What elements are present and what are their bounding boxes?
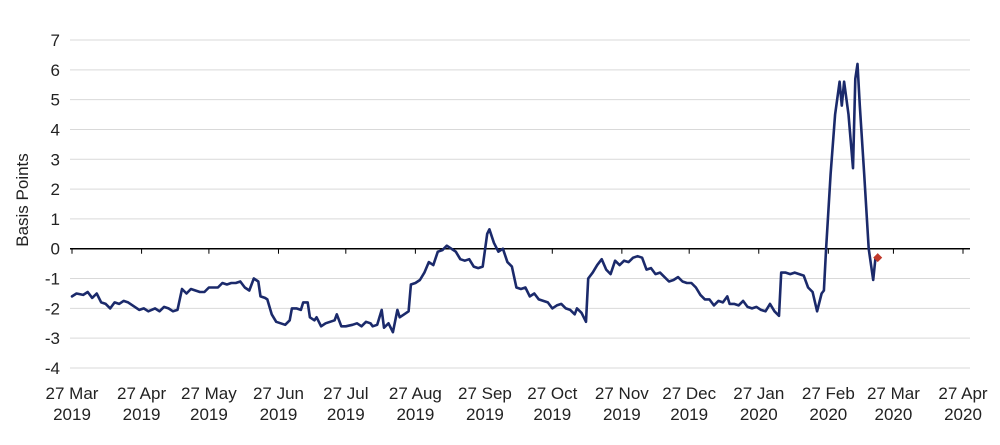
y-tick-label: 3: [51, 150, 60, 169]
y-tick-label: -2: [45, 299, 60, 318]
x-axis-tick-labels: 27 Mar 2019 27 Apr 2019 27 May 2019 27 Jun 2019…: [46, 384, 988, 424]
x-tick-label: 27 Feb 2020: [802, 384, 855, 424]
x-tick-label: 27 Jul 2019: [323, 384, 368, 424]
x-tick-label: 27 Dec 2019: [662, 384, 716, 424]
y-tick-label: 1: [51, 210, 60, 229]
x-tick-label: 27 Mar 2020: [867, 384, 920, 424]
x-tick-label: 27 Jun 2019: [253, 384, 304, 424]
series-group: [70, 62, 877, 334]
y-tick-label: -1: [45, 270, 60, 289]
y-tick-label: 6: [51, 61, 60, 80]
zero-axis-group: [70, 247, 970, 254]
x-tick-label: 27 Nov 2019: [595, 384, 649, 424]
x-tick-label: 27 Oct 2019: [527, 384, 577, 424]
latest-value-marker: [873, 253, 883, 263]
x-tick-label: 27 Aug 2019: [389, 384, 442, 424]
x-tick-label: 27 Apr 2019: [117, 384, 166, 424]
y-tick-label: 4: [51, 120, 60, 139]
highlight-marker-group: [873, 253, 883, 263]
x-tick-label: 27 Sep 2019: [458, 384, 512, 424]
y-tick-label: 5: [51, 91, 60, 110]
y-tick-label: -3: [45, 329, 60, 348]
x-tick-label: 27 Jan 2020: [733, 384, 784, 424]
y-tick-label: -4: [45, 359, 60, 378]
x-tick-label: 27 Apr 2020: [938, 384, 987, 424]
x-tick-label: 27 Mar 2019: [46, 384, 99, 424]
y-tick-label: 2: [51, 180, 60, 199]
y-axis-title: Basis Points: [13, 153, 32, 247]
y-gridlines: [70, 39, 970, 369]
y-tick-label: 7: [51, 31, 60, 50]
x-tick-label: 27 May 2019: [181, 384, 237, 424]
y-tick-label: 0: [51, 240, 60, 259]
y-axis-tick-labels: 7 6 5 4 3 2 1 0 -1 -2 -3 -4: [45, 31, 60, 378]
series-line: [70, 62, 877, 334]
